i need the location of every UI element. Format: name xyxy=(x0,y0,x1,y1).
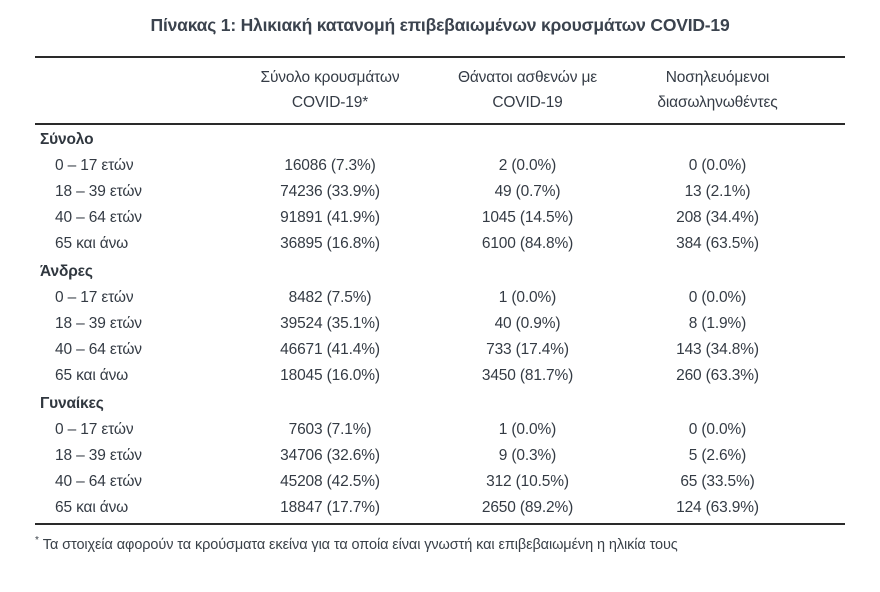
age-label: 0 – 17 ετών xyxy=(55,421,134,438)
intubated-value: 143 (34.8%) xyxy=(676,341,759,358)
section-label: Γυναίκες xyxy=(40,395,104,412)
section-header-women: Γυναίκες xyxy=(35,389,845,417)
deaths-value: 40 (0.9%) xyxy=(494,315,561,332)
intubated-value: 0 (0.0%) xyxy=(688,157,747,174)
age-label: 40 – 64 ετών xyxy=(55,341,142,358)
age-label: 18 – 39 ετών xyxy=(55,183,142,200)
table-body: Σύνολο 0 – 17 ετών 16086 (7.3%) 2 (0.0%)… xyxy=(35,125,845,523)
deaths-value: 1 (0.0%) xyxy=(498,289,557,306)
cases-value: 16086 (7.3%) xyxy=(284,157,376,174)
intubated-value: 8 (1.9%) xyxy=(688,315,747,332)
intubated-value: 260 (63.3%) xyxy=(676,367,759,384)
column-header-deaths-line1: Θάνατοι ασθενών με xyxy=(457,69,598,86)
intubated-value: 65 (33.5%) xyxy=(680,473,755,490)
table-row: 65 και άνω 18045 (16.0%) 3450 (81.7%) 26… xyxy=(35,363,845,389)
intubated-value: 0 (0.0%) xyxy=(688,289,747,306)
table-row: 0 – 17 ετών 16086 (7.3%) 2 (0.0%) 0 (0.0… xyxy=(35,153,845,179)
age-label: 65 και άνω xyxy=(55,367,129,384)
table-row: 40 – 64 ετών 91891 (41.9%) 1045 (14.5%) … xyxy=(35,205,845,231)
section-header-men: Άνδρες xyxy=(35,257,845,285)
intubated-value: 0 (0.0%) xyxy=(688,421,747,438)
table-row: 18 – 39 ετών 39524 (35.1%) 40 (0.9%) 8 (… xyxy=(35,311,845,337)
deaths-value: 2650 (89.2%) xyxy=(481,499,574,516)
table-title: Πίνακας 1: Ηλικιακή κατανομή επιβεβαιωμέ… xyxy=(150,15,730,35)
table-row: 18 – 39 ετών 74236 (33.9%) 49 (0.7%) 13 … xyxy=(35,179,845,205)
age-label: 0 – 17 ετών xyxy=(55,289,134,306)
table-row: 65 και άνω 18847 (17.7%) 2650 (89.2%) 12… xyxy=(35,495,845,521)
table-row: 40 – 64 ετών 45208 (42.5%) 312 (10.5%) 6… xyxy=(35,469,845,495)
deaths-value: 312 (10.5%) xyxy=(486,473,569,490)
age-label: 40 – 64 ετών xyxy=(55,209,142,226)
age-label: 0 – 17 ετών xyxy=(55,157,134,174)
table-header-row: Σύνολο κρουσμάτων COVID-19* Θάνατοι ασθε… xyxy=(35,58,845,125)
deaths-value: 1 (0.0%) xyxy=(498,421,557,438)
cases-value: 7603 (7.1%) xyxy=(288,421,372,438)
age-label: 65 και άνω xyxy=(55,499,129,516)
cases-value: 39524 (35.1%) xyxy=(280,315,380,332)
column-header-deaths-line2: COVID-19 xyxy=(492,94,563,111)
table-row: 65 και άνω 36895 (16.8%) 6100 (84.8%) 38… xyxy=(35,231,845,257)
cases-value: 46671 (41.4%) xyxy=(280,341,380,358)
table-row: 0 – 17 ετών 8482 (7.5%) 1 (0.0%) 0 (0.0%… xyxy=(35,285,845,311)
table-footnote: * Τα στοιχεία αφορούν τα κρούσματα εκείνα… xyxy=(35,530,845,556)
cases-value: 18847 (17.7%) xyxy=(280,499,380,516)
footnote-asterisk: * xyxy=(35,535,39,546)
section-label: Άνδρες xyxy=(40,263,93,280)
column-header-intubated-line1: Νοσηλευόμενοι xyxy=(665,69,770,86)
intubated-value: 124 (63.9%) xyxy=(676,499,759,516)
cases-value: 74236 (33.9%) xyxy=(280,183,380,200)
intubated-value: 5 (2.6%) xyxy=(688,447,747,464)
deaths-value: 3450 (81.7%) xyxy=(481,367,574,384)
section-label: Σύνολο xyxy=(40,131,94,148)
table-row: 40 – 64 ετών 46671 (41.4%) 733 (17.4%) 1… xyxy=(35,337,845,363)
column-header-cases-line1: Σύνολο κρουσμάτων xyxy=(260,69,400,86)
deaths-value: 49 (0.7%) xyxy=(494,183,561,200)
age-label: 18 – 39 ετών xyxy=(55,315,142,332)
intubated-value: 384 (63.5%) xyxy=(676,235,759,252)
cases-value: 91891 (41.9%) xyxy=(280,209,380,226)
column-header-intubated-line2: διασωληνωθέντες xyxy=(657,94,778,111)
age-label: 40 – 64 ετών xyxy=(55,473,142,490)
section-header-total: Σύνολο xyxy=(35,125,845,153)
cases-value: 36895 (16.8%) xyxy=(280,235,380,252)
deaths-value: 1045 (14.5%) xyxy=(481,209,574,226)
deaths-value: 9 (0.3%) xyxy=(498,447,557,464)
covid-age-distribution-table: Σύνολο κρουσμάτων COVID-19* Θάνατοι ασθε… xyxy=(35,56,845,525)
footnote-text: Τα στοιχεία αφορούν τα κρούσματα εκείνα … xyxy=(42,536,678,553)
column-header-cases-line2: COVID-19* xyxy=(291,94,369,111)
column-header-intubated: Νοσηλευόμενοι διασωληνωθέντες xyxy=(630,65,845,115)
cases-value: 8482 (7.5%) xyxy=(288,289,372,306)
table-row: 18 – 39 ετών 34706 (32.6%) 9 (0.3%) 5 (2… xyxy=(35,443,845,469)
column-header-empty xyxy=(35,65,235,115)
deaths-value: 2 (0.0%) xyxy=(498,157,557,174)
cases-value: 45208 (42.5%) xyxy=(280,473,380,490)
deaths-value: 6100 (84.8%) xyxy=(481,235,574,252)
age-label: 65 και άνω xyxy=(55,235,129,252)
intubated-value: 13 (2.1%) xyxy=(684,183,751,200)
table-row: 0 – 17 ετών 7603 (7.1%) 1 (0.0%) 0 (0.0%… xyxy=(35,417,845,443)
cases-value: 18045 (16.0%) xyxy=(280,367,380,384)
column-header-cases: Σύνολο κρουσμάτων COVID-19* xyxy=(235,65,425,115)
cases-value: 34706 (32.6%) xyxy=(280,447,380,464)
age-label: 18 – 39 ετών xyxy=(55,447,142,464)
column-header-deaths: Θάνατοι ασθενών με COVID-19 xyxy=(425,65,630,115)
deaths-value: 733 (17.4%) xyxy=(486,341,569,358)
intubated-value: 208 (34.4%) xyxy=(676,209,759,226)
